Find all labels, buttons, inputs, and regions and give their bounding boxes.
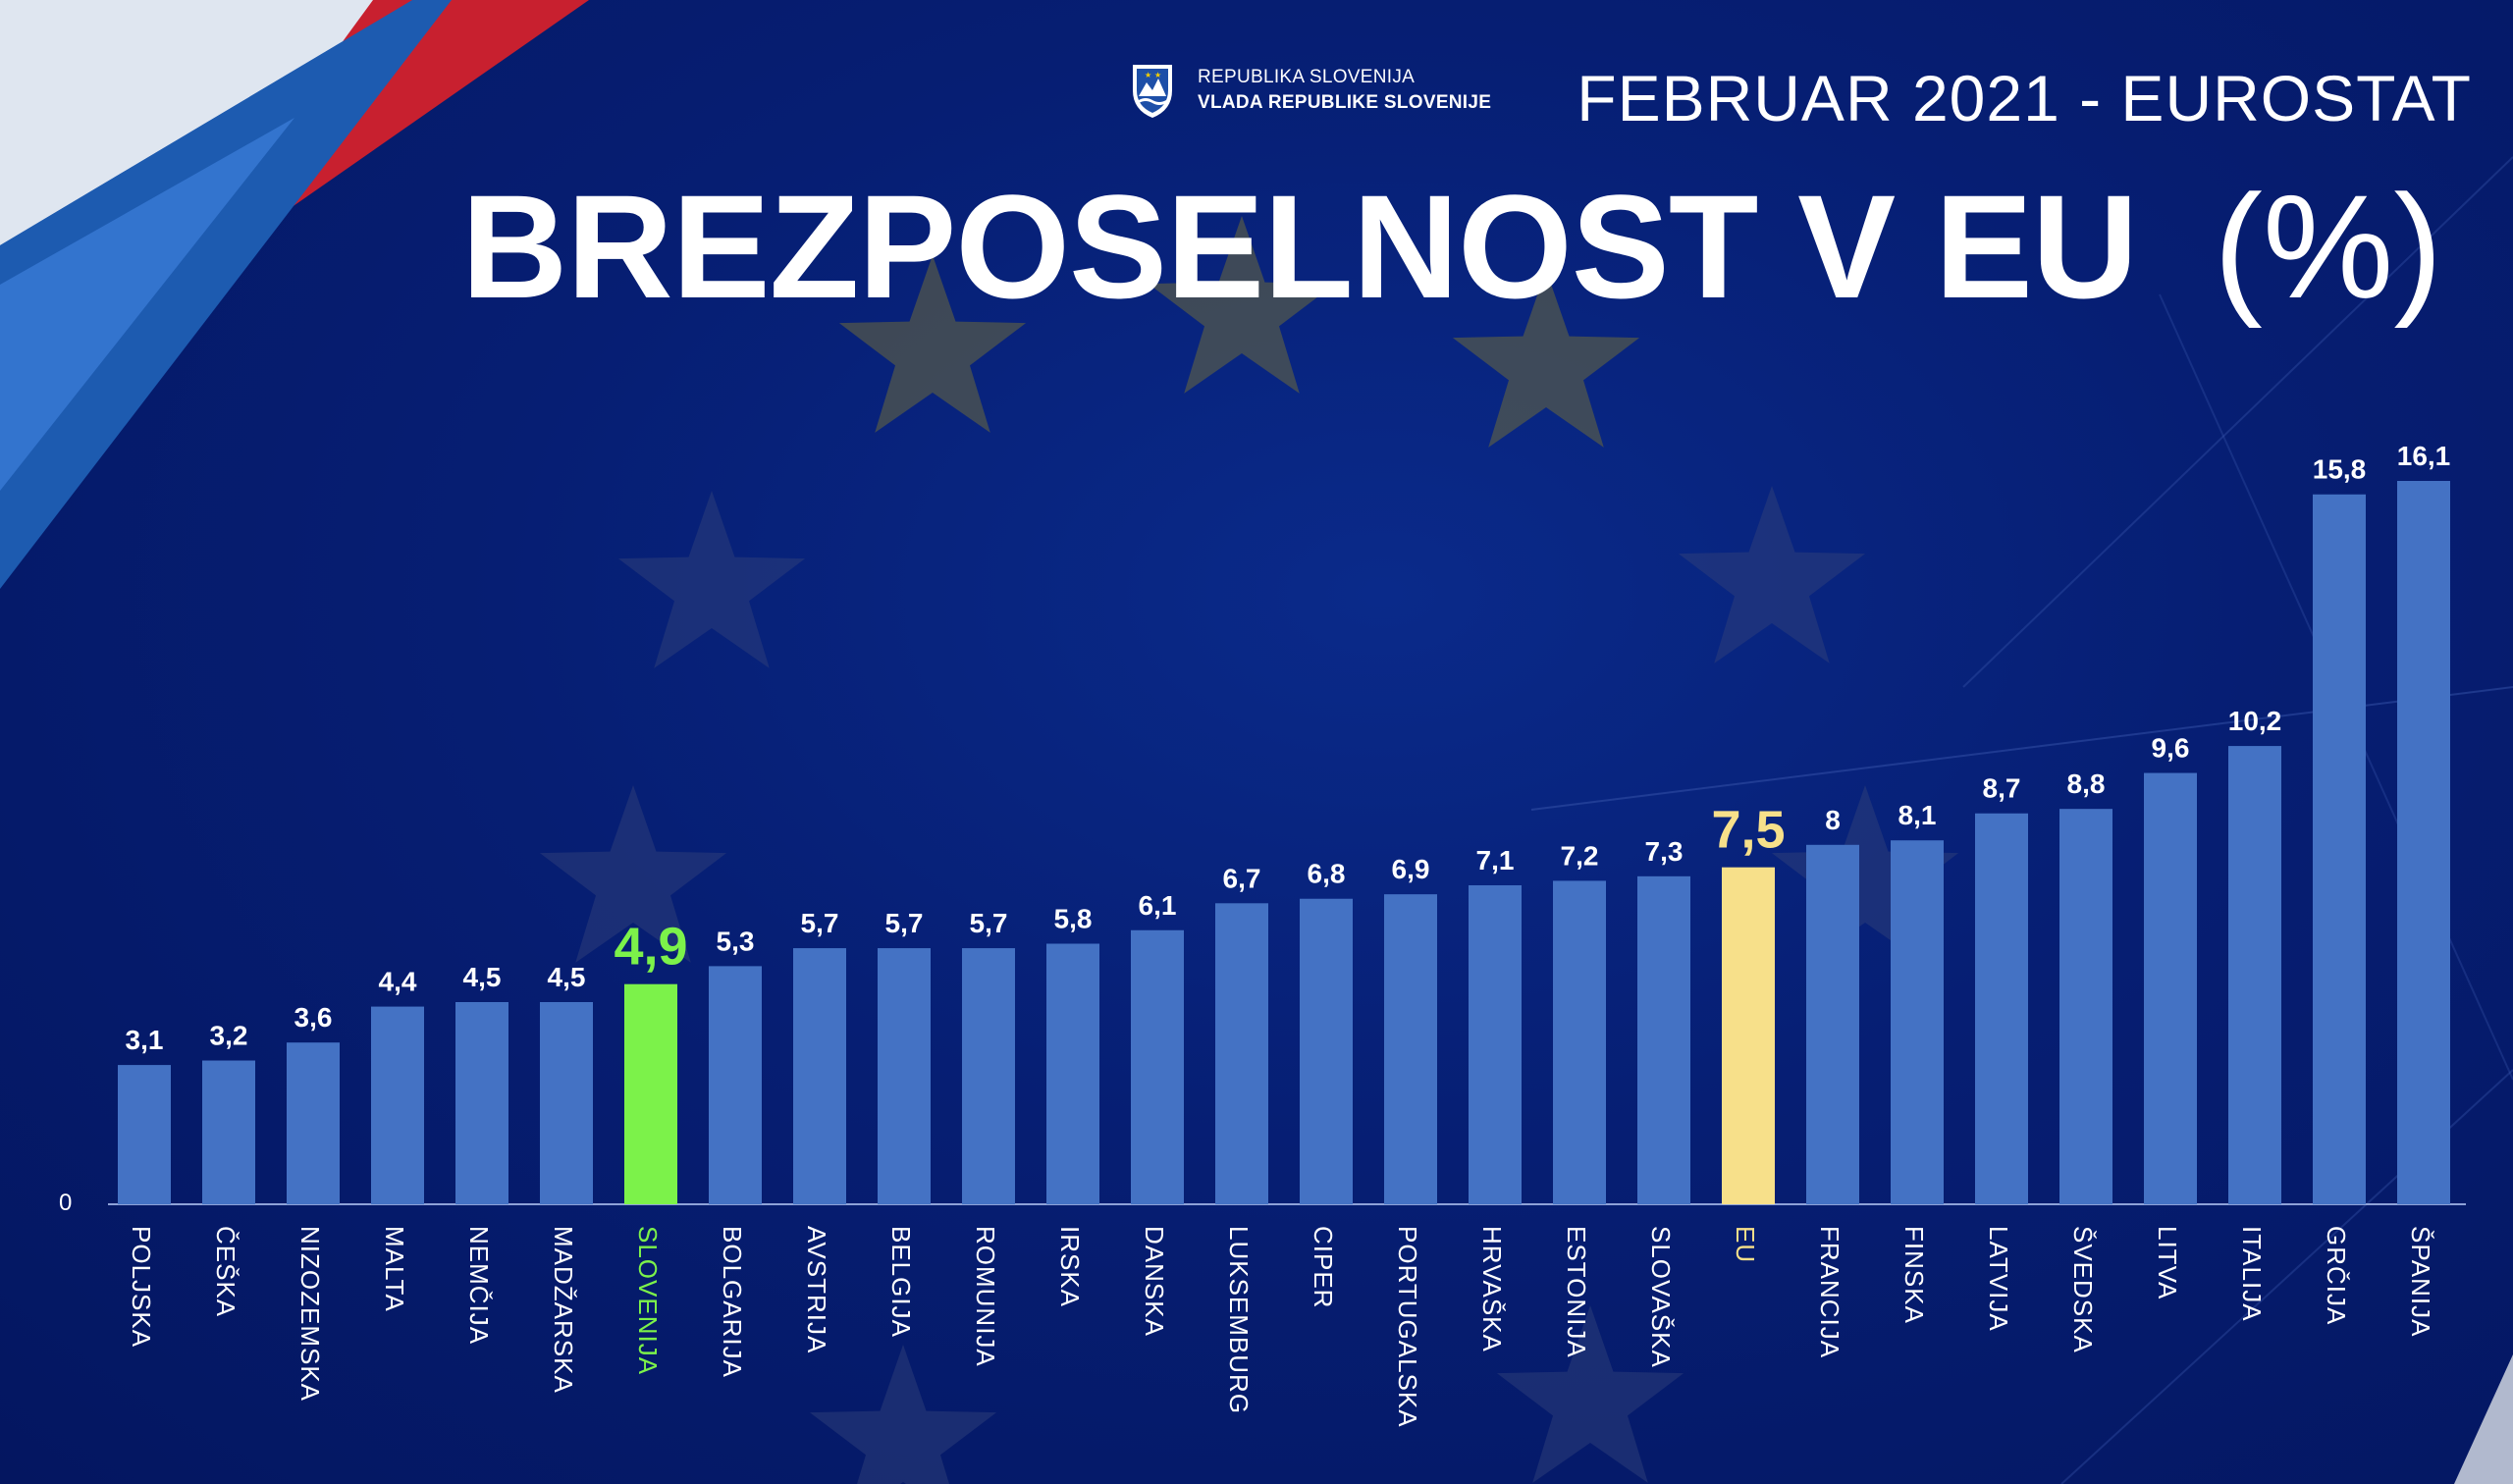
category-label: MADŽARSKA <box>549 1226 578 1394</box>
category-label: EU <box>1731 1226 1760 1263</box>
bar-grčija <box>2313 494 2366 1204</box>
source-label: FEBRUAR 2021 - EUROSTAT <box>1577 62 2472 134</box>
bar-irska <box>1046 943 1099 1204</box>
value-label: 10,2 <box>2228 706 2282 736</box>
value-label: 7,2 <box>1561 840 1599 871</box>
category-label: FRANCIJA <box>1815 1226 1845 1358</box>
bar-avstrija <box>793 948 846 1204</box>
value-label: 7,5 <box>1711 801 1785 860</box>
value-label: 3,2 <box>210 1021 248 1051</box>
bar-nizozemska <box>287 1042 340 1204</box>
value-label: 4,4 <box>379 967 417 997</box>
bar-italija <box>2228 746 2281 1204</box>
value-label: 3,1 <box>126 1025 164 1055</box>
bar-španija <box>2397 481 2450 1204</box>
value-label: 5,7 <box>885 908 924 938</box>
bar-ciper <box>1300 898 1353 1204</box>
category-label: NIZOZEMSKA <box>295 1226 325 1402</box>
bar-hrvaška <box>1469 884 1522 1204</box>
category-label: SLOVENIJA <box>633 1226 663 1375</box>
category-label: NEMČIJA <box>464 1226 494 1345</box>
value-label: 4,9 <box>614 918 687 977</box>
category-label: LUKSEMBURG <box>1224 1226 1254 1414</box>
category-label: PORTUGALSKA <box>1393 1226 1422 1428</box>
value-label: 16,1 <box>2397 441 2451 471</box>
org-line-1: REPUBLIKA SLOVENIJA <box>1198 67 1416 87</box>
bar-latvija <box>1975 813 2028 1204</box>
value-label: 8,1 <box>1898 800 1937 830</box>
category-label: CIPER <box>1309 1226 1338 1308</box>
value-label: 8 <box>1825 805 1841 835</box>
coat-of-arms-icon: ★ ★ <box>1133 65 1172 118</box>
bar-francija <box>1806 844 1859 1204</box>
value-label: 8,7 <box>1983 773 2021 804</box>
bar-danska <box>1131 929 1184 1204</box>
chart-title: BREZPOSELNOST V EU <box>461 164 2138 329</box>
category-label: POLJSKA <box>127 1226 156 1348</box>
bar-slovenija <box>624 983 677 1204</box>
value-label: 6,9 <box>1392 854 1430 884</box>
value-label: 5,7 <box>801 908 839 938</box>
category-label: ŠPANIJA <box>2406 1226 2435 1337</box>
category-label: ČEŠKA <box>211 1226 241 1317</box>
bar-eu <box>1722 867 1775 1204</box>
value-label: 7,3 <box>1645 836 1684 867</box>
bar-švedska <box>2059 809 2112 1204</box>
category-label: IRSKA <box>1055 1226 1085 1307</box>
category-label: ROMUNIJA <box>971 1226 1000 1367</box>
category-label: AVSTRIJA <box>802 1226 831 1353</box>
category-label: MALTA <box>380 1226 409 1312</box>
bar-poljska <box>118 1065 171 1204</box>
value-label: 6,7 <box>1223 863 1261 893</box>
value-label: 4,5 <box>463 962 502 992</box>
category-label: GRČIJA <box>2322 1226 2351 1325</box>
government-logo-block: ★ ★ REPUBLIKA SLOVENIJA VLADA REPUBLIKE … <box>1129 61 1491 120</box>
value-label: 5,8 <box>1054 903 1093 933</box>
svg-text:★: ★ <box>1145 71 1151 80</box>
bar-luksemburg <box>1215 903 1268 1204</box>
category-label: DANSKA <box>1140 1226 1169 1337</box>
bar-slovaška <box>1637 875 1690 1204</box>
category-label: SLOVAŠKA <box>1646 1226 1676 1368</box>
category-label: ESTONIJA <box>1562 1226 1591 1358</box>
bar-bolgarija <box>709 966 762 1204</box>
value-label: 7,1 <box>1476 845 1515 875</box>
bar-malta <box>371 1006 424 1204</box>
bar-nemčija <box>455 1002 508 1204</box>
value-label: 6,8 <box>1308 859 1346 889</box>
category-label: BELGIJA <box>886 1226 916 1338</box>
y-axis-zero-label: 0 <box>59 1190 73 1216</box>
category-label: LITVA <box>2153 1226 2182 1299</box>
value-label: 5,3 <box>717 926 755 956</box>
bar-belgija <box>878 948 931 1204</box>
bar-estonija <box>1553 880 1606 1204</box>
bar-finska <box>1891 840 1944 1204</box>
value-label: 9,6 <box>2152 733 2190 764</box>
svg-text:★: ★ <box>1154 71 1161 80</box>
category-label: BOLGARIJA <box>718 1226 747 1378</box>
value-label: 6,1 <box>1139 890 1177 921</box>
bar-romunija <box>962 948 1015 1204</box>
bar-litva <box>2144 772 2197 1204</box>
category-label: FINSKA <box>1899 1226 1929 1324</box>
chart-unit: (%) <box>2214 164 2443 329</box>
bar-portugalska <box>1384 894 1437 1204</box>
value-label: 8,8 <box>2067 768 2106 799</box>
bar-češka <box>202 1060 255 1204</box>
value-label: 4,5 <box>548 962 586 992</box>
value-label: 15,8 <box>2313 454 2367 485</box>
category-label: HRVAŠKA <box>1477 1226 1507 1352</box>
value-label: 5,7 <box>970 908 1008 938</box>
value-label: 3,6 <box>294 1002 333 1033</box>
org-line-2: VLADA REPUBLIKE SLOVENIJE <box>1198 92 1492 113</box>
category-label: ŠVEDSKA <box>2068 1226 2098 1353</box>
category-label: ITALIJA <box>2237 1226 2267 1322</box>
bar-madžarska <box>540 1002 593 1204</box>
category-label: LATVIJA <box>1984 1226 2013 1332</box>
